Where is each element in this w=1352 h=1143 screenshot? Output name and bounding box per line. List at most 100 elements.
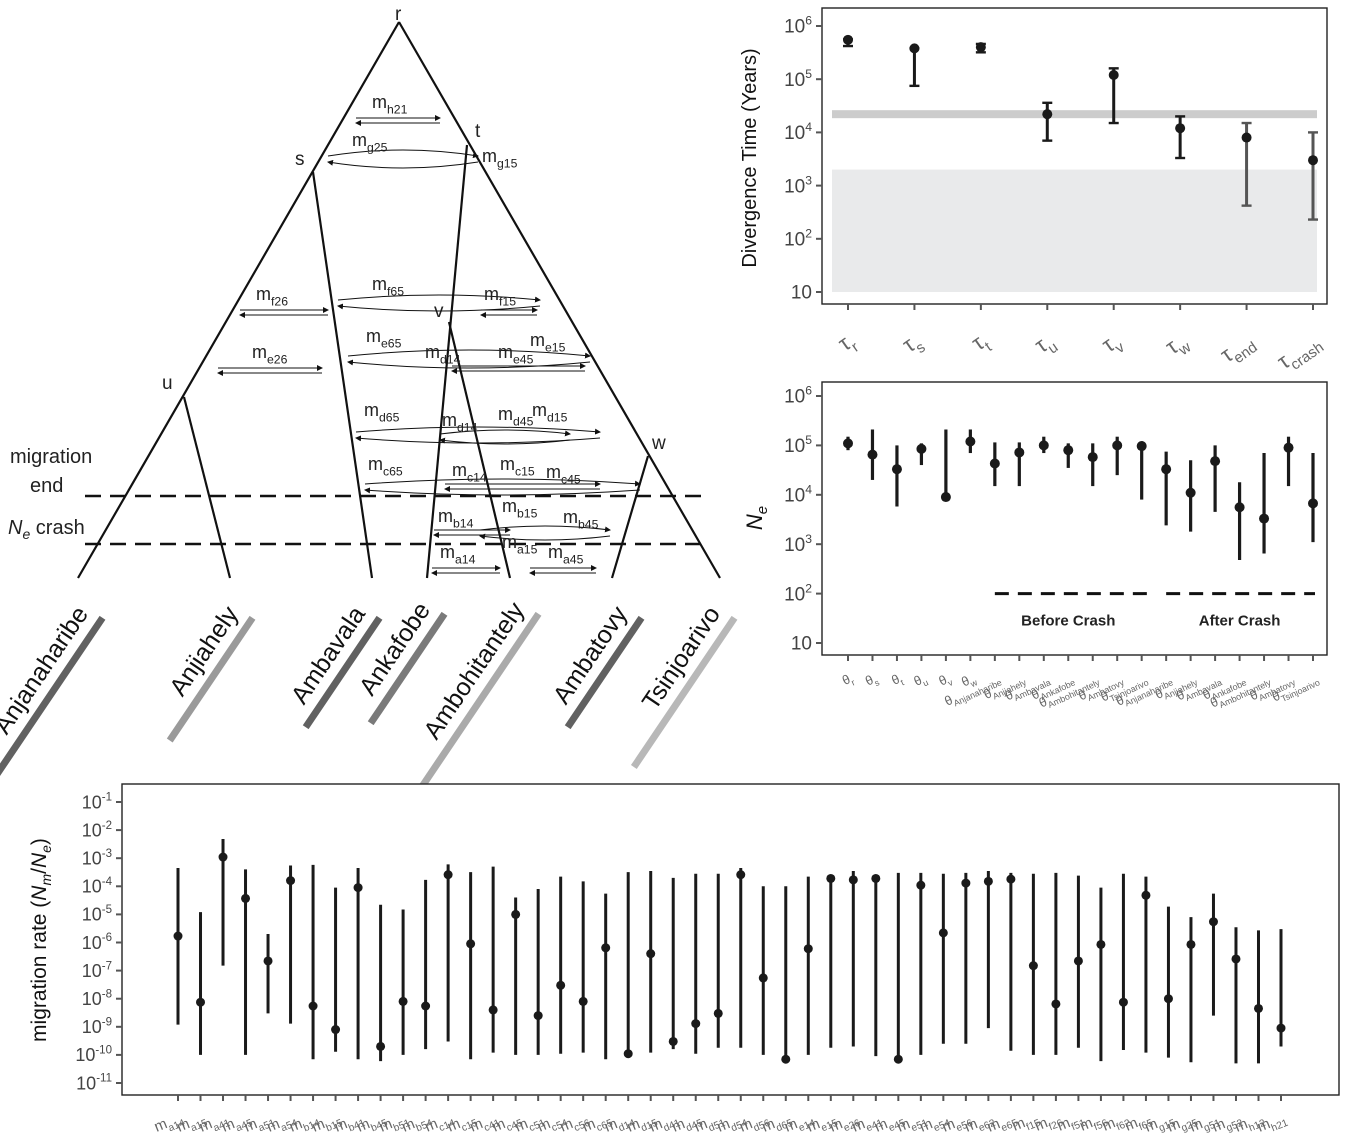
data-point — [961, 878, 971, 888]
migration-label-f65: mf65 — [372, 274, 404, 298]
data-point — [1073, 956, 1083, 966]
population-bar — [564, 615, 645, 730]
x-tick-label: mb54 — [399, 1109, 434, 1139]
data-point — [1308, 155, 1318, 166]
y-tick-label: 102 — [784, 226, 812, 250]
data-point — [843, 438, 853, 449]
data-point — [1108, 69, 1119, 80]
data-point — [1231, 954, 1241, 964]
node-label-u: u — [162, 373, 173, 394]
branch-r-right — [398, 21, 721, 579]
data-point — [1259, 513, 1270, 524]
y-tick-label: 10-3 — [82, 848, 112, 869]
y-axis-label: Ne — [742, 506, 771, 530]
x-tick-label: τr — [833, 328, 862, 361]
data-point — [286, 876, 296, 886]
data-point — [241, 893, 251, 903]
data-point — [1241, 132, 1252, 143]
arrow-d45-fwd — [439, 429, 571, 437]
data-point — [533, 1011, 543, 1021]
population-bar — [417, 611, 542, 792]
data-point — [758, 973, 768, 983]
x-tick-label: τw — [1161, 328, 1195, 364]
migration-label-e15: me15 — [530, 330, 566, 354]
x-tick-label: θr — [840, 670, 857, 691]
x-tick-label: ma15 — [174, 1109, 209, 1139]
data-point — [1210, 456, 1221, 467]
migration-label-h21: mh21 — [372, 92, 408, 116]
data-point — [196, 997, 206, 1007]
arrow-f65-fwd — [337, 294, 541, 303]
arrow-c65-fwd — [364, 478, 641, 487]
data-point — [1141, 890, 1151, 900]
arrow-g25-fwd — [327, 149, 479, 159]
y-tick-label: 103 — [784, 532, 812, 556]
y-tick-label: 10-11 — [76, 1073, 112, 1094]
y-tick-label: 106 — [784, 14, 812, 38]
data-point — [1112, 440, 1123, 451]
data-point — [556, 980, 566, 990]
migration-label-d65: md65 — [364, 400, 400, 424]
population-label: Anjanaharibe — [0, 601, 94, 739]
data-point — [848, 875, 858, 885]
data-point — [938, 928, 948, 938]
migration-label-d15: md15 — [532, 400, 568, 424]
migration-label-a14: ma14 — [440, 542, 476, 566]
data-point — [867, 449, 878, 460]
data-point — [1087, 452, 1098, 463]
x-tick-label: τu — [1030, 328, 1062, 363]
data-point — [646, 949, 656, 959]
x-tick-label: τend — [1216, 328, 1261, 372]
data-point — [421, 1001, 431, 1011]
x-tick-label: me45 — [872, 1109, 907, 1139]
data-point — [965, 436, 976, 447]
population-ambavala: Ambavala — [286, 601, 383, 730]
migration-label-a45: ma45 — [548, 542, 584, 566]
data-point — [263, 956, 273, 966]
migration-label-d14: md14 — [425, 342, 461, 366]
data-point — [989, 458, 1000, 469]
data-point — [1276, 1023, 1286, 1033]
y-tick-label: 102 — [784, 581, 812, 605]
y-tick-label: 10-10 — [75, 1045, 112, 1066]
data-point — [893, 1054, 903, 1064]
arrow-e65-fwd — [347, 349, 591, 359]
migration-end-label-2: end — [30, 475, 63, 497]
x-tick-label: θv — [936, 670, 955, 691]
data-point — [1283, 442, 1294, 453]
data-point — [1042, 109, 1053, 120]
data-point — [601, 943, 611, 953]
x-tick-label: mh21 — [1255, 1109, 1290, 1139]
data-point — [308, 1001, 318, 1011]
branch-ambatovy — [610, 455, 650, 579]
data-point — [1234, 502, 1245, 513]
x-tick-label: md56 — [737, 1109, 772, 1139]
legend-before-crash: Before Crash — [1021, 613, 1115, 630]
y-tick-label: 10-6 — [82, 932, 112, 953]
migration-label-e26: me26 — [252, 342, 288, 366]
y-tick-label: 10-2 — [82, 820, 112, 841]
x-tick-label: τs — [898, 328, 929, 362]
migration-label-b45: mb45 — [563, 507, 599, 531]
plot-frame — [821, 381, 1328, 656]
branch-r-left — [77, 21, 400, 579]
node-label-s: s — [295, 149, 305, 170]
data-point — [1208, 917, 1218, 927]
migration-label-c65: mc65 — [368, 454, 403, 478]
data-point — [909, 43, 920, 54]
y-tick-label: 10-1 — [82, 792, 112, 813]
data-point — [691, 1019, 701, 1029]
arrow-d45-back — [439, 437, 571, 445]
migration-label-b14: mb14 — [438, 506, 474, 530]
population-bar — [302, 615, 383, 730]
y-tick-label: 10-7 — [82, 960, 112, 981]
data-point — [1185, 487, 1196, 498]
data-point — [1063, 445, 1074, 456]
migration-label-g15: mg15 — [482, 146, 518, 170]
node-label-t: t — [475, 121, 481, 142]
data-point — [713, 1008, 723, 1018]
data-point — [736, 870, 746, 880]
y-axis-label: Divergence Time (Years) — [739, 48, 761, 267]
